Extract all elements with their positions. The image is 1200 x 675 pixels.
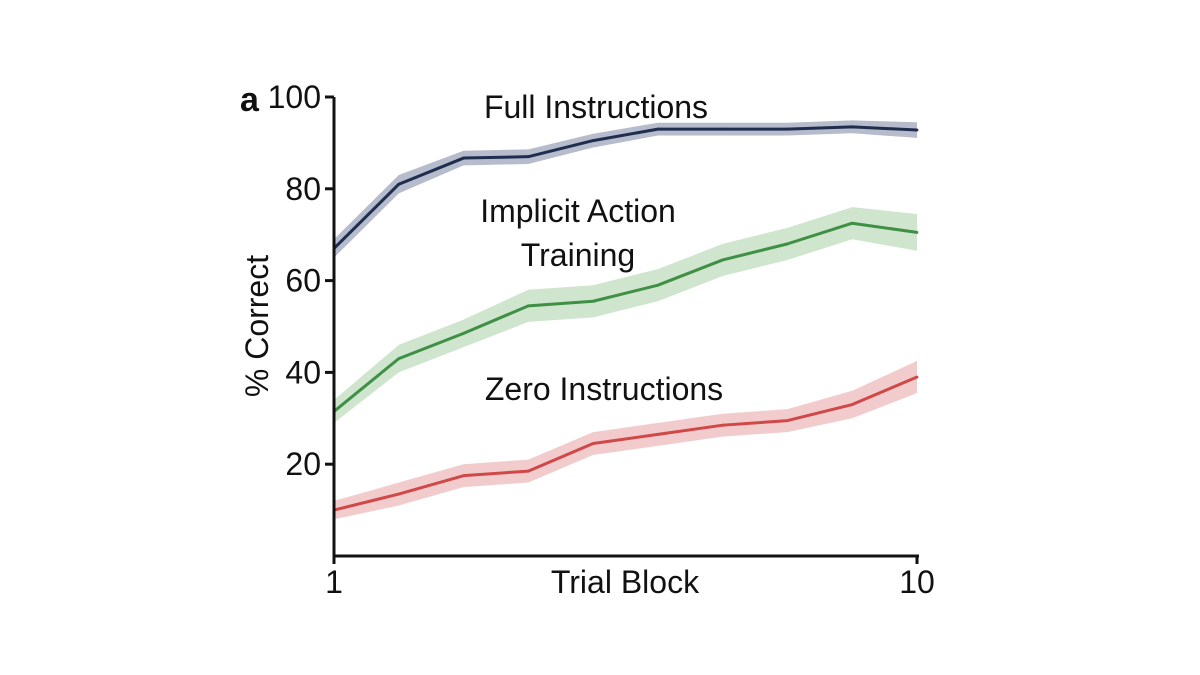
zero-instructions-point [591, 442, 595, 445]
full-instructions-line [332, 125, 918, 250]
full-instructions-band [334, 120, 917, 258]
y-tick-label: 20 [285, 446, 321, 482]
implicit-action-training-point [850, 221, 854, 225]
series-lines [332, 125, 919, 512]
full-instructions-point [397, 182, 401, 186]
full-instructions-point [656, 127, 660, 131]
zero-instructions-point [786, 419, 789, 422]
x-axis-title: Trial Block [551, 564, 700, 600]
implicit-action-training-band [334, 207, 917, 423]
implicit-action-training-label: Implicit Action [480, 193, 676, 229]
implicit-action-training-point [462, 331, 465, 335]
zero-instructions-point [915, 375, 919, 379]
zero-instructions-point [526, 469, 530, 473]
full-instructions-point [850, 125, 854, 129]
x-tick-label: 10 [899, 564, 935, 600]
implicit-action-training-point [915, 231, 919, 234]
full-instructions-point [915, 128, 919, 132]
x-tick-label: 1 [325, 564, 343, 600]
implicit-action-training-point [721, 258, 725, 262]
panel-label: a [240, 81, 260, 119]
full-instructions-point [786, 127, 789, 131]
zero-instructions-point [397, 492, 401, 496]
full-instructions-point [591, 139, 595, 143]
implicit-action-training-point [786, 242, 789, 246]
y-tick-label: 40 [285, 354, 321, 390]
confidence-bands [334, 120, 917, 520]
series-labels: Full Instructions Implicit Action Training… [480, 89, 723, 407]
full-instructions-point [526, 155, 530, 159]
zero-instructions-point [462, 474, 465, 478]
implicit-action-training-label: Training [521, 237, 635, 273]
y-axis-title: % Correct [239, 255, 275, 397]
y-tick-label: 100 [268, 79, 321, 115]
zero-instructions-point [721, 423, 725, 427]
y-axis-ticks: 20 40 60 80 100 [268, 79, 334, 482]
x-axis-ticks: 1 10 [325, 556, 935, 600]
zero-instructions-line [333, 375, 918, 512]
full-instructions-point [462, 156, 465, 160]
y-tick-label: 60 [285, 263, 321, 299]
full-instructions-point [721, 127, 725, 131]
y-tick-label: 80 [285, 171, 321, 207]
zero-instructions-point [850, 403, 854, 406]
implicit-action-training-point [656, 283, 660, 287]
implicit-action-training-line [333, 221, 918, 413]
zero-instructions-point [656, 432, 660, 436]
implicit-action-training-point [526, 304, 530, 308]
implicit-action-training-point [591, 299, 595, 303]
implicit-action-training-point [397, 357, 401, 361]
full-instructions-label: Full Instructions [484, 89, 708, 125]
zero-instructions-label: Zero Instructions [485, 371, 723, 407]
